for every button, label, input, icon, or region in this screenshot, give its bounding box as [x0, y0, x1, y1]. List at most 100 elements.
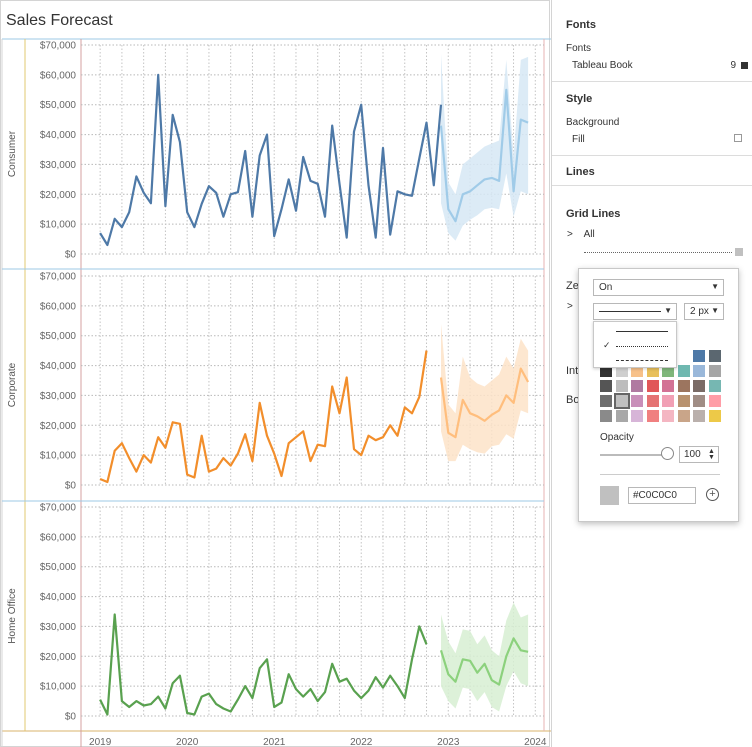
- color-swatch[interactable]: [662, 395, 674, 407]
- color-swatch[interactable]: [600, 395, 612, 407]
- y-tick-label: $70,000: [40, 272, 77, 283]
- chart-area: Consumer $0 $10,000 $20,000 $30,000 $40,000 $5…: [1, 38, 551, 747]
- line-on-off-select[interactable]: On ▼: [593, 279, 724, 296]
- font-color-swatch[interactable]: [741, 62, 748, 69]
- color-swatch[interactable]: [600, 365, 612, 377]
- current-color-preview: [600, 486, 619, 505]
- color-swatch[interactable]: [677, 395, 690, 407]
- line-solid-preview: [616, 331, 668, 332]
- style-heading: Style: [566, 93, 593, 105]
- color-swatch[interactable]: [677, 380, 690, 392]
- y-tick-label: $50,000: [40, 331, 77, 342]
- interval-label: Int: [566, 365, 579, 377]
- color-swatch[interactable]: [708, 410, 721, 422]
- opacity-slider-thumb[interactable]: [661, 447, 674, 460]
- forecast-confidence-band: [441, 323, 529, 462]
- lines-heading: Lines: [566, 166, 595, 178]
- color-swatch[interactable]: [646, 365, 659, 377]
- line-style-option-dotted[interactable]: ✓: [594, 339, 678, 354]
- color-swatch[interactable]: [677, 365, 690, 377]
- font-family-select[interactable]: Tableau Book: [572, 60, 742, 72]
- grid-all-row[interactable]: > All: [567, 229, 595, 240]
- actual-series-line: [99, 73, 443, 247]
- color-swatch[interactable]: [600, 410, 612, 422]
- opacity-stepper-icon[interactable]: ▲ ▼: [708, 448, 715, 461]
- color-swatch[interactable]: [693, 350, 705, 362]
- color-swatch[interactable]: [631, 365, 643, 377]
- forecast-series-line: [439, 367, 530, 439]
- actual-series-line: [99, 350, 428, 484]
- line-style-select[interactable]: ▼: [593, 303, 677, 320]
- row-header-label: Consumer: [7, 130, 18, 177]
- color-swatch[interactable]: [600, 380, 612, 392]
- hex-color-input[interactable]: #C0C0C0: [628, 487, 696, 504]
- opacity-input[interactable]: 100: [679, 446, 719, 463]
- color-swatch[interactable]: [615, 380, 628, 392]
- line-dotted-preview: [616, 346, 668, 347]
- color-swatch[interactable]: [708, 395, 721, 407]
- y-tick-label: $10,000: [40, 451, 77, 462]
- line-width-select[interactable]: 2 px ▼: [684, 303, 724, 320]
- chevron-right-icon: >: [567, 229, 573, 240]
- color-swatch[interactable]: [693, 395, 705, 407]
- color-swatch[interactable]: [708, 365, 721, 377]
- line-style-menu: ✓: [593, 321, 677, 368]
- color-swatch[interactable]: [631, 410, 643, 422]
- color-swatch[interactable]: [708, 350, 721, 362]
- divider: [600, 474, 720, 475]
- color-swatch[interactable]: [708, 380, 721, 392]
- font-size-value: 9: [730, 60, 736, 71]
- y-tick-label: $30,000: [40, 622, 77, 633]
- line-style-option-dashed[interactable]: [594, 353, 678, 368]
- color-swatch[interactable]: [693, 410, 705, 422]
- y-tick-label: $70,000: [40, 503, 77, 514]
- color-swatch[interactable]: [677, 350, 690, 362]
- color-swatch[interactable]: [615, 410, 628, 422]
- y-tick-label: $40,000: [40, 361, 77, 372]
- caret-down-icon: ▼: [664, 306, 672, 315]
- color-swatch[interactable]: [615, 365, 628, 377]
- grid-line-color-swatch[interactable]: [735, 248, 743, 256]
- y-tick-label: $20,000: [40, 190, 77, 201]
- color-swatch[interactable]: [662, 380, 674, 392]
- zero-lines-label: Ze: [566, 280, 579, 292]
- color-swatch[interactable]: [631, 380, 643, 392]
- color-swatch[interactable]: [662, 365, 674, 377]
- opacity-slider-track[interactable]: [600, 454, 670, 456]
- grid-lines-heading: Grid Lines: [566, 208, 621, 220]
- actual-series-line: [99, 613, 428, 716]
- check-icon: ✓: [603, 340, 611, 350]
- y-tick-label: $50,000: [40, 562, 77, 573]
- font-family-value: Tableau Book: [572, 60, 633, 71]
- color-swatch[interactable]: [693, 365, 705, 377]
- opacity-label: Opacity: [600, 432, 634, 443]
- color-swatch[interactable]: [631, 395, 643, 407]
- fill-color-swatch[interactable]: [734, 134, 742, 142]
- caret-down-icon: ▼: [711, 282, 719, 291]
- forecast-series-line: [439, 88, 529, 223]
- sheet-title: Sales Forecast: [6, 12, 113, 29]
- line-style-option-solid[interactable]: [594, 324, 678, 339]
- divider: [552, 81, 752, 82]
- add-color-icon[interactable]: +: [706, 488, 719, 501]
- line-style-preview: [599, 311, 661, 312]
- y-tick-label: $0: [65, 481, 77, 492]
- color-swatch[interactable]: [662, 410, 674, 422]
- y-tick-label: $0: [65, 712, 77, 723]
- color-swatch[interactable]: [677, 410, 690, 422]
- color-swatch[interactable]: [646, 380, 659, 392]
- grid-line-preview[interactable]: [584, 252, 732, 253]
- x-tick-label: 2024: [524, 737, 547, 747]
- forecast-confidence-band: [441, 54, 529, 241]
- chevron-right-icon[interactable]: >: [567, 301, 573, 312]
- y-tick-label: $40,000: [40, 130, 77, 141]
- color-swatch[interactable]: [613, 393, 630, 409]
- y-tick-label: $50,000: [40, 100, 77, 111]
- borders-label: Bo: [566, 394, 580, 406]
- worksheet: Sales Forecast Consumer $0 $10,000 $20,000 $…: [0, 0, 551, 747]
- fonts-heading: Fonts: [566, 19, 596, 31]
- color-swatch[interactable]: [646, 410, 659, 422]
- line-format-popup: On ▼ ▼ 2 px ▼ Opacity 100 ▲ ▼ #C0C0C0 + ✓: [578, 268, 739, 522]
- color-swatch[interactable]: [646, 395, 659, 407]
- color-swatch[interactable]: [693, 380, 705, 392]
